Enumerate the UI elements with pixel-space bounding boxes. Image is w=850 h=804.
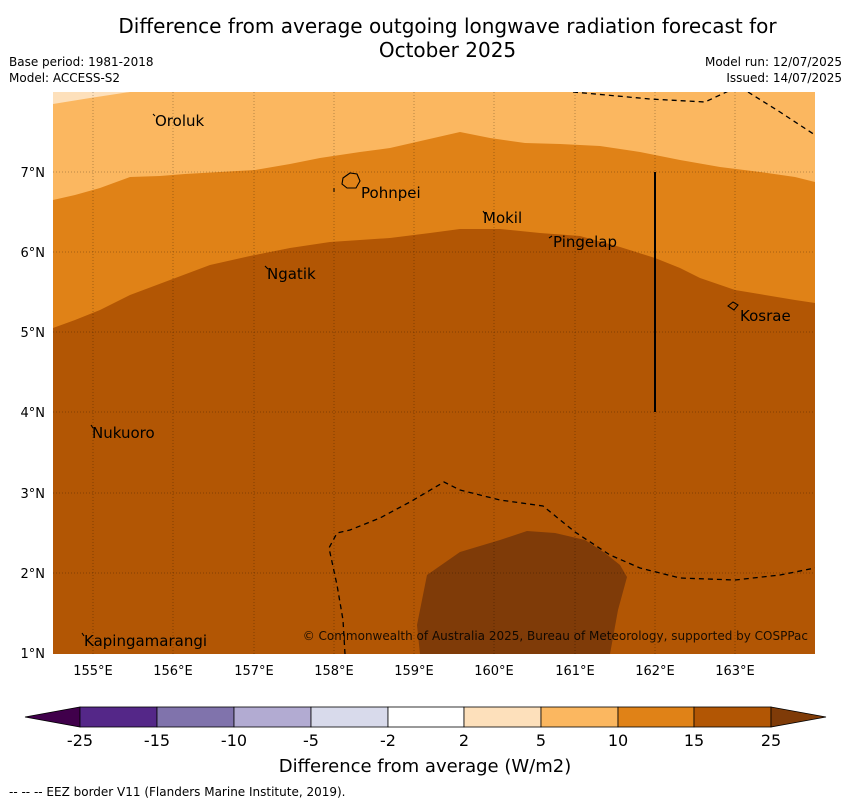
eez-border (328, 92, 815, 654)
colorbar-segment (693, 706, 772, 728)
nukuoro-island-icon (90, 424, 94, 429)
ngatik-island-icon (264, 265, 269, 270)
lat-label: 6°N (21, 246, 46, 261)
colorbar-segment (79, 706, 158, 728)
graticule (53, 92, 815, 654)
colorbar-segment (617, 706, 695, 728)
colorbar-tick: -15 (144, 731, 170, 750)
colorbar-title: Difference from average (W/m2) (279, 756, 571, 777)
label-oroluk: Oroluk (155, 112, 204, 130)
kapingamarangi-island-icon (81, 632, 85, 637)
mokil-island-icon (482, 210, 486, 215)
islands (81, 113, 739, 637)
label-nukuoro: Nukuoro (92, 424, 155, 442)
colorbar-segment (387, 706, 465, 728)
lon-label: 161°E (555, 664, 595, 679)
label-ngatik: Ngatik (267, 265, 316, 283)
lon-label: 160°E (474, 664, 514, 679)
oroluk-island-icon (152, 113, 156, 117)
eez-legend-footer: -- -- -- EEZ border V11 (Flanders Marine… (9, 785, 346, 799)
meta-left: Base period: 1981-2018 Model: ACCESS-S2 (9, 54, 154, 86)
band-2-5 (53, 92, 130, 104)
colorbar-tick: 10 (608, 731, 628, 750)
model-run: Model run: 12/07/2025 (704, 55, 842, 69)
colorbar-segment (540, 706, 619, 728)
issued-date: Issued: 14/07/2025 (726, 71, 842, 85)
title-line-1: Difference from average outgoing longwav… (118, 14, 777, 38)
lon-label: 163°E (715, 664, 755, 679)
colorbar-segment (233, 706, 312, 728)
map-title: Difference from average outgoing longwav… (0, 14, 850, 62)
meta-right: Model run: 12/07/2025 Issued: 14/07/2025 (705, 54, 842, 86)
base-period: Base period: 1981-2018 (9, 55, 154, 69)
lon-label: 155°E (73, 664, 113, 679)
colorbar-tick: 15 (684, 731, 704, 750)
lat-label: 4°N (21, 406, 46, 421)
lat-label: 5°N (21, 326, 46, 341)
colorbar-tick: 2 (459, 731, 469, 750)
copyright-notice: © Commonwealth of Australia 2025, Bureau… (303, 629, 808, 643)
kosrae-island-icon (727, 301, 739, 311)
model-name: Model: ACCESS-S2 (9, 71, 121, 85)
colorbar-ticks: -25 -15 -10 -5 -2 2 5 10 15 25 (67, 731, 781, 750)
lon-label: 157°E (234, 664, 274, 679)
colorbar-extend-low (24, 706, 81, 728)
contour-fill-layer (53, 92, 815, 654)
latitude-labels: 7°N 6°N 5°N 4°N 3°N 2°N 1°N (21, 166, 46, 662)
label-pingelap: Pingelap (553, 233, 617, 251)
lon-label: 162°E (635, 664, 675, 679)
lat-label: 3°N (21, 487, 46, 502)
label-mokil: Mokil (483, 209, 522, 227)
colorbar-tick: -2 (380, 731, 396, 750)
title-line-2: October 2025 (378, 38, 517, 62)
pohnpei-island-icon (341, 172, 361, 189)
colorbar-tick: -10 (221, 731, 247, 750)
lon-label: 159°E (394, 664, 434, 679)
colorbar-segment (463, 706, 542, 728)
colorbar-segment (156, 706, 235, 728)
label-kosrae: Kosrae (740, 307, 791, 325)
band-5-10 (53, 92, 815, 200)
lat-label: 2°N (21, 567, 46, 582)
band-25-plus (417, 531, 627, 654)
lon-label: 156°E (153, 664, 193, 679)
place-labels: Oroluk Pohnpei Mokil Pingelap Ngatik Kos… (84, 112, 791, 650)
pingelap-island-icon (548, 235, 553, 239)
colorbar-tick: 25 (761, 731, 781, 750)
label-kapingamarangi: Kapingamarangi (84, 632, 207, 650)
colorbar-segment (310, 706, 389, 728)
lat-label: 1°N (21, 647, 46, 662)
label-pohnpei: Pohnpei (361, 184, 421, 202)
colorbar (24, 706, 827, 728)
colorbar-extend-high (770, 706, 827, 728)
longitude-labels: 155°E 156°E 157°E 158°E 159°E 160°E 161°… (73, 664, 755, 679)
colorbar-tick: -25 (67, 731, 93, 750)
colorbar-tick: -5 (303, 731, 319, 750)
colorbar-tick: 5 (536, 731, 546, 750)
lon-label: 158°E (314, 664, 354, 679)
lat-label: 7°N (21, 166, 46, 181)
